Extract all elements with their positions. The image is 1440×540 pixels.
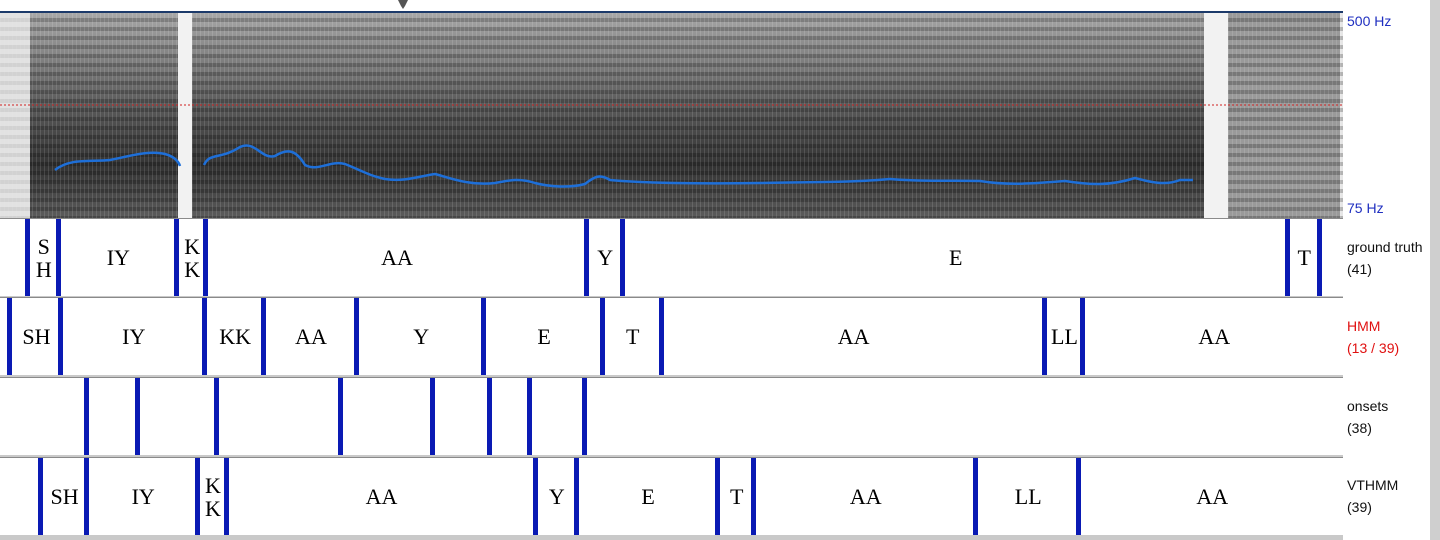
interval-boundary[interactable] (486, 378, 492, 455)
interval-label[interactable]: K K (205, 472, 221, 521)
interval-label[interactable]: LL (1051, 324, 1078, 349)
freq-bottom-label: 75 Hz (1347, 200, 1384, 216)
interval-boundary[interactable] (24, 219, 30, 296)
interval-label[interactable]: Y (597, 245, 614, 270)
scrollbar-track[interactable] (1430, 0, 1440, 540)
interval-boundary[interactable] (715, 458, 721, 535)
interval-label[interactable]: AA (381, 245, 413, 270)
interval-label[interactable]: AA (849, 484, 882, 509)
interval-boundary[interactable] (337, 378, 343, 455)
tier-count: (39) (1347, 499, 1372, 515)
tier-name: ground truth (1347, 239, 1423, 255)
interval-label[interactable]: AA (1196, 484, 1229, 509)
interval-label[interactable]: Y (413, 324, 430, 349)
interval-label[interactable]: K K (184, 233, 201, 282)
interval-label[interactable]: SH (22, 324, 51, 349)
interval-label[interactable]: AA (837, 324, 870, 349)
interval-label[interactable]: AA (365, 484, 398, 509)
tier-count: (41) (1347, 261, 1372, 277)
interval-boundary[interactable] (481, 298, 487, 375)
tier-name: VTHMM (1347, 477, 1399, 493)
tier-name-label: onsets (38) (1347, 395, 1388, 439)
spectrogram-panel[interactable] (0, 0, 1343, 218)
interval-boundary[interactable] (7, 298, 13, 375)
tier-onsets[interactable] (0, 377, 1343, 455)
interval-label[interactable]: IY (106, 245, 130, 270)
spectrogram-svg (0, 0, 1343, 218)
interval-boundary[interactable] (83, 458, 89, 535)
interval-boundary[interactable] (1316, 219, 1322, 296)
interval-boundary[interactable] (353, 298, 359, 375)
interval-label[interactable]: T (1297, 245, 1311, 270)
interval-boundary[interactable] (582, 378, 588, 455)
pitch-contour (202, 144, 1193, 188)
cursor-handle-icon[interactable] (398, 0, 408, 9)
interval-boundary[interactable] (223, 458, 229, 535)
interval-label[interactable]: IY (122, 324, 146, 349)
tier-count: (13 / 39) (1347, 340, 1400, 356)
interval-boundary[interactable] (658, 298, 664, 375)
interval-boundary[interactable] (134, 378, 140, 455)
interval-boundary[interactable] (1076, 458, 1082, 535)
interval-label[interactable]: KK (219, 324, 252, 349)
interval-boundary[interactable] (1041, 298, 1047, 375)
interval-boundary[interactable] (527, 378, 533, 455)
tier-vthmm[interactable]: SH IY K K AA Y E T AA LL AA (0, 457, 1343, 535)
interval-label[interactable]: LL (1014, 484, 1042, 509)
tier-hmm[interactable]: SH IY KK AA Y E T AA LL AA (0, 297, 1343, 375)
interval-boundary[interactable] (203, 219, 209, 296)
interval-boundary[interactable] (83, 378, 89, 455)
interval-boundary[interactable] (599, 298, 605, 375)
interval-boundary[interactable] (55, 219, 61, 296)
interval-label[interactable]: E (537, 324, 551, 349)
interval-label[interactable]: T (625, 324, 640, 349)
interval-label[interactable]: E (948, 245, 963, 270)
tier-name-label: VTHMM (39) (1347, 474, 1398, 518)
tier-name: onsets (1347, 398, 1389, 414)
tier-name-label: ground truth (41) (1347, 236, 1423, 280)
interval-boundary[interactable] (261, 298, 267, 375)
tier-ground-truth[interactable]: S H IY K K AA Y E T (0, 218, 1343, 296)
interval-boundary[interactable] (430, 378, 436, 455)
interval-boundary[interactable] (202, 298, 208, 375)
interval-boundary[interactable] (58, 298, 64, 375)
interval-label[interactable]: T (730, 484, 744, 509)
interval-boundary[interactable] (619, 219, 625, 296)
interval-label[interactable]: Y (548, 484, 565, 509)
interval-boundary[interactable] (574, 458, 580, 535)
interval-label[interactable]: E (641, 484, 655, 509)
tier-name-label: HMM (13 / 39) (1347, 315, 1399, 359)
interval-boundary[interactable] (214, 378, 220, 455)
interval-boundary[interactable] (1080, 298, 1086, 375)
tier-name: HMM (1347, 318, 1381, 334)
freq-top-label: 500 Hz (1347, 13, 1392, 29)
interval-boundary[interactable] (173, 219, 179, 296)
pitch-contour (54, 151, 182, 172)
interval-label[interactable]: AA (295, 324, 327, 349)
interval-label[interactable]: SH (50, 484, 79, 509)
tier-label-column (1343, 0, 1440, 540)
interval-boundary[interactable] (751, 458, 757, 535)
interval-label[interactable]: S H (35, 233, 52, 282)
interval-boundary[interactable] (195, 458, 201, 535)
interval-boundary[interactable] (973, 458, 979, 535)
interval-boundary[interactable] (38, 458, 44, 535)
interval-label[interactable]: AA (1198, 324, 1231, 349)
interval-boundary[interactable] (1284, 219, 1290, 296)
tier-count: (38) (1347, 420, 1372, 436)
interval-boundary[interactable] (583, 219, 589, 296)
interval-label[interactable]: IY (131, 484, 155, 509)
interval-boundary[interactable] (532, 458, 538, 535)
